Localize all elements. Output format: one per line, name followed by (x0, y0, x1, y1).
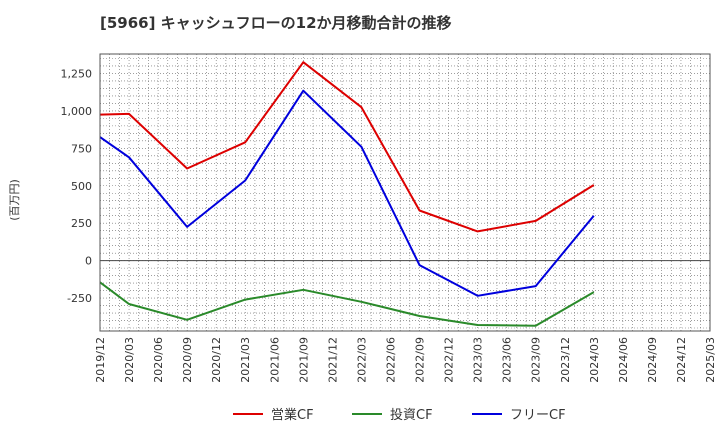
x-tick-label: 2024/12 (675, 337, 688, 383)
series-line-3 (99, 89, 595, 297)
legend-label-1: 営業CF (271, 407, 314, 423)
y-tick-label: 1,250 (61, 67, 93, 80)
x-tick-label: 2024/03 (588, 337, 601, 383)
x-tick-label: 2022/12 (443, 337, 456, 383)
grid (99, 54, 711, 331)
y-tick-label: 500 (71, 180, 92, 193)
series-line-2 (99, 281, 595, 327)
x-tick-label: 2020/06 (152, 337, 165, 383)
legend-label-2: 投資CF (390, 407, 433, 423)
x-tick-label: 2024/06 (617, 337, 630, 383)
x-tick-label: 2020/09 (181, 337, 194, 383)
x-tick-label: 2022/03 (355, 337, 368, 383)
x-tick-label: 2020/03 (123, 337, 136, 383)
x-tick-label: 2024/09 (646, 337, 659, 383)
y-tick-label: 250 (71, 217, 92, 230)
axes: -250 0 250 500 750 1,000 1,250 2019/12 2020/03 20… (61, 53, 717, 383)
x-tick-label: 2019/12 (94, 337, 107, 383)
y-tick-label: 1,000 (61, 105, 93, 118)
x-tick-label: 2021/12 (326, 337, 339, 383)
x-tick-label: 2020/12 (210, 337, 223, 383)
y-tick-label: 750 (71, 142, 92, 155)
x-tick-label: 2021/06 (268, 337, 281, 383)
x-tick-label: 2023/06 (501, 337, 514, 383)
series-lines (99, 61, 595, 327)
legend: 営業CF 投資CF フリーCF (233, 407, 566, 423)
plot-frame (99, 53, 711, 332)
x-tick-label: 2025/03 (704, 337, 717, 383)
x-tick-label: 2023/03 (472, 337, 485, 383)
x-tick-label: 2022/09 (414, 337, 427, 383)
y-axis-label: (百万円) (8, 179, 21, 221)
x-tick-label: 2023/09 (530, 337, 543, 383)
x-tick-label: 2021/03 (239, 337, 252, 383)
y-tick-label: 0 (85, 255, 92, 268)
series-line-1 (99, 61, 595, 233)
chart-title: [5966] キャッシュフローの12か月移動合計の推移 (100, 14, 452, 32)
x-tick-label: 2023/12 (559, 337, 572, 383)
y-tick-label: -250 (67, 292, 92, 305)
x-tick-label: 2021/09 (297, 337, 310, 383)
legend-label-3: フリーCF (510, 408, 566, 423)
x-tick-label: 2022/06 (384, 337, 397, 383)
